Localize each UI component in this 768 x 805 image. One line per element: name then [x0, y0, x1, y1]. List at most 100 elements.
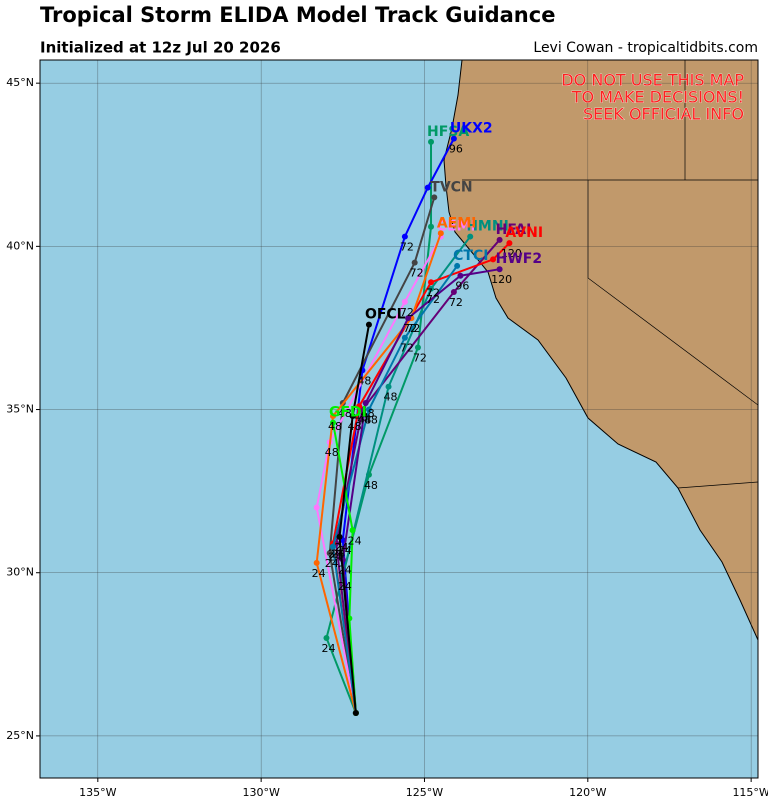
x-tick-label: 130°W [242, 786, 279, 799]
hour-label: 24 [328, 551, 342, 564]
track-point [454, 262, 461, 269]
track-point [330, 413, 337, 420]
track-name: AEMI [437, 215, 477, 231]
warning-line: DO NOT USE THIS MAP [561, 71, 744, 90]
warning-line: TO MAKE DECISIONS! [571, 88, 744, 107]
credit: Levi Cowan - tropicaltidbits.com [533, 40, 758, 56]
track-name: OFCL [365, 307, 406, 323]
track-point [385, 383, 392, 390]
x-tick-label: 125°W [406, 786, 443, 799]
land [443, 60, 758, 641]
track-point [330, 543, 337, 550]
track-point [424, 184, 431, 191]
track-name: CEMI [437, 219, 476, 235]
track-point [428, 285, 435, 292]
track-point [431, 194, 438, 201]
track-point [365, 321, 372, 328]
track-point [450, 289, 457, 296]
hour-label: 120 [501, 247, 522, 260]
x-tick-label: 115°W [732, 786, 768, 799]
axes: 135°W 130°W 125°W 120°W 115°W 25°N 30°N 35°N 40°… [6, 76, 768, 799]
track-name: AVNI [505, 225, 543, 241]
hour-label: 48 [384, 391, 398, 404]
track-point [352, 710, 359, 717]
track-name: HMNI [466, 219, 509, 235]
hour-label: 48 [338, 407, 352, 420]
track-name: HFSA [427, 124, 469, 140]
hour-label: 72 [413, 352, 427, 365]
title: Tropical Storm ELIDA Model Track Guidanc… [40, 3, 555, 27]
hour-label: 72 [400, 342, 414, 355]
y-tick-label: 35°N [6, 403, 34, 416]
hour-label: 48 [357, 374, 371, 387]
subtitle: Initialized at 12z Jul 20 2026 [40, 39, 281, 57]
hour-label: 96 [449, 143, 463, 156]
hour-label: 48 [325, 446, 339, 459]
border [677, 481, 758, 489]
hour-label: 24 [331, 547, 345, 560]
hour-label: 120 [491, 273, 512, 286]
track-point [313, 504, 320, 511]
hour-label: 48 [357, 414, 371, 427]
hour-label: 24 [325, 557, 339, 570]
track-name: GFDI [329, 405, 367, 421]
track-point [506, 240, 513, 247]
tracks: 24 48 72 HFSA 24 48 72 96 UKX2 24 48 72 TVCN 48 72 CEMI… [312, 121, 543, 717]
track-point [411, 259, 418, 266]
track-name: HFAI [496, 222, 532, 238]
hour-label: 48 [348, 420, 362, 433]
track-name: TVCN [430, 179, 472, 195]
track-point [326, 550, 333, 557]
track-point [356, 403, 363, 410]
track-point [365, 406, 372, 413]
track-point [405, 315, 412, 322]
x-tick-label: 120°W [569, 786, 606, 799]
frame [39, 59, 759, 779]
track-point [336, 533, 343, 540]
track-point [450, 135, 457, 142]
track-point [428, 279, 435, 286]
warning-line: SEEK OFFICIAL INFO [583, 105, 744, 124]
track-point [428, 138, 435, 145]
y-tick-label: 30°N [6, 566, 34, 579]
hour-label: 72 [406, 322, 420, 335]
track-point [428, 223, 435, 230]
track-point [496, 236, 503, 243]
hour-label: 24 [312, 567, 326, 580]
track-line [325, 141, 433, 714]
hour-label: 24 [321, 642, 335, 655]
hour-label: 24 [348, 534, 362, 547]
track-point [323, 634, 330, 641]
map-area: 24 48 72 HFSA 24 48 72 96 UKX2 24 48 72 TVCN 48 72 CEMI… [40, 60, 758, 778]
hour-label: 24 [338, 564, 352, 577]
track-name: UKX2 [450, 121, 493, 137]
hour-label: 96 [455, 280, 469, 293]
hour-label: 24 [328, 547, 342, 560]
hour-label: 72 [426, 286, 440, 299]
track-point [349, 413, 356, 420]
hour-label: 72 [426, 293, 440, 306]
track-point [437, 230, 444, 237]
track-point [401, 334, 408, 341]
track-point [330, 419, 337, 426]
track-name: CTCI [453, 248, 488, 264]
hour-label: 48 [364, 414, 378, 427]
track-point [467, 233, 474, 240]
track-point [496, 266, 503, 273]
track-point [349, 527, 356, 534]
hour-label: 48 [364, 479, 378, 492]
hour-label: 48 [354, 410, 368, 423]
hour-label: 72 [400, 306, 414, 319]
track-line [338, 324, 370, 714]
hour-label: 24 [335, 541, 349, 554]
track-point [414, 344, 421, 351]
hour-label: 48 [328, 420, 342, 433]
track-line [332, 422, 357, 714]
track-point [401, 298, 408, 305]
track-point [313, 559, 320, 566]
track-point [401, 233, 408, 240]
grid [40, 60, 758, 778]
